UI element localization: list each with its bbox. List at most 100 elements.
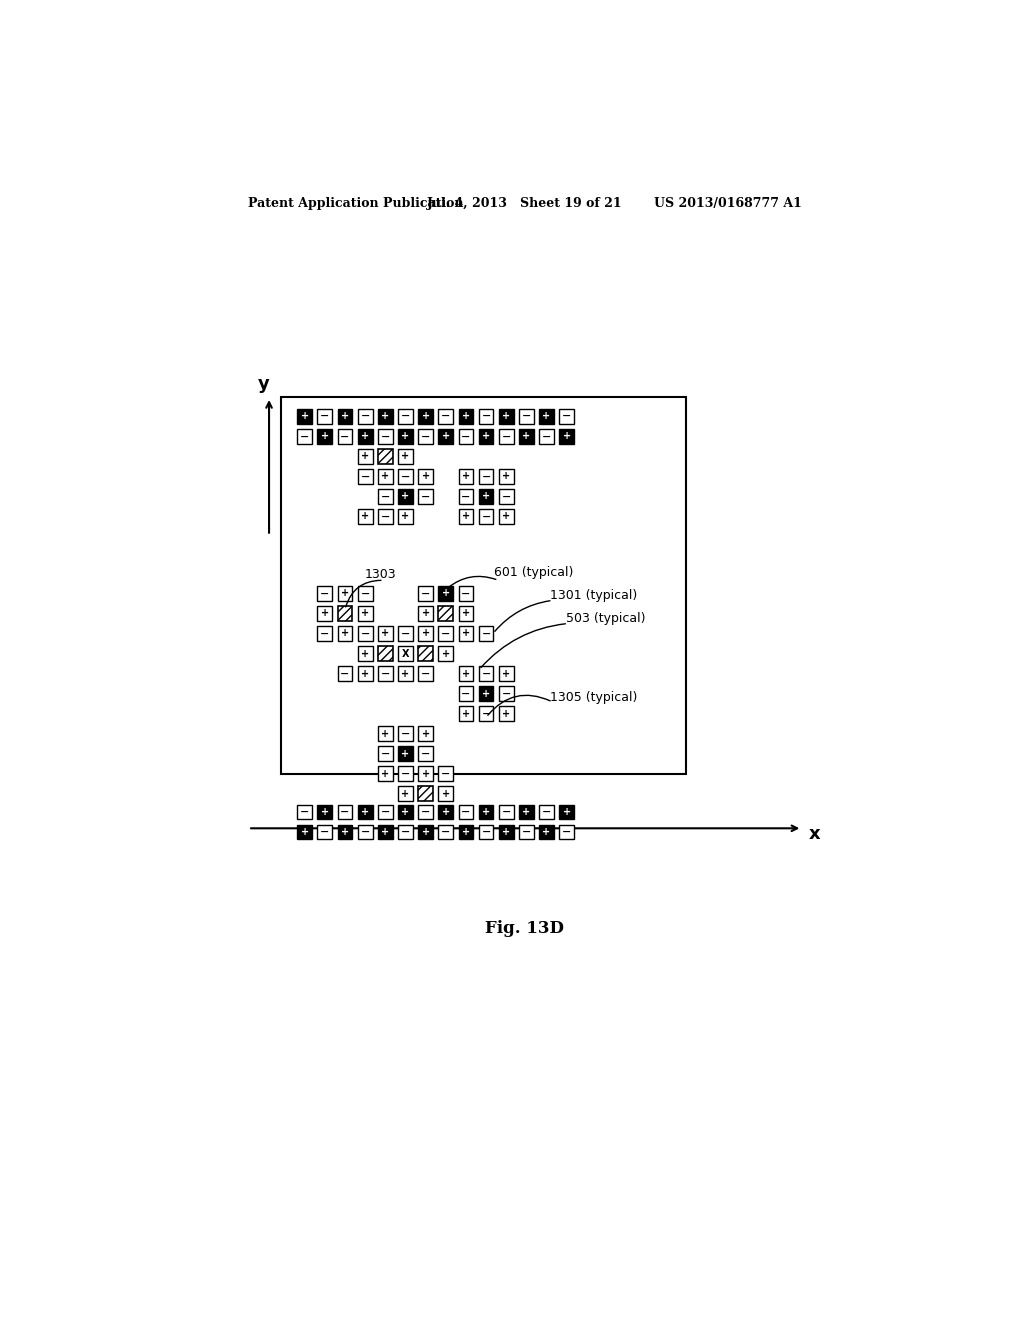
Bar: [398, 626, 413, 640]
Text: −: −: [502, 491, 511, 502]
Text: −: −: [481, 668, 490, 678]
Text: +: +: [522, 432, 530, 441]
Text: −: −: [400, 828, 411, 837]
Text: x: x: [809, 825, 820, 843]
Bar: [499, 825, 514, 840]
Bar: [438, 409, 453, 424]
Text: −: −: [502, 432, 511, 441]
Bar: [499, 706, 514, 721]
Bar: [499, 686, 514, 701]
Bar: [357, 825, 373, 840]
Bar: [459, 667, 473, 681]
Bar: [478, 429, 494, 444]
Bar: [559, 825, 574, 840]
Text: −: −: [521, 412, 531, 421]
Text: −: −: [481, 471, 490, 482]
Text: +: +: [441, 788, 450, 799]
Bar: [559, 805, 574, 820]
Text: +: +: [401, 451, 410, 462]
Bar: [338, 805, 352, 820]
Bar: [398, 825, 413, 840]
Text: +: +: [482, 807, 490, 817]
Bar: [478, 469, 494, 483]
Bar: [398, 469, 413, 483]
Text: +: +: [462, 511, 470, 521]
Text: +: +: [422, 828, 430, 837]
Bar: [357, 510, 373, 524]
Text: −: −: [461, 432, 471, 441]
Bar: [478, 409, 494, 424]
Bar: [317, 626, 332, 640]
Bar: [418, 586, 433, 601]
Bar: [459, 469, 473, 483]
Bar: [378, 667, 392, 681]
Text: −: −: [481, 412, 490, 421]
Text: +: +: [502, 828, 510, 837]
Bar: [317, 825, 332, 840]
Text: +: +: [381, 471, 389, 482]
Bar: [540, 429, 554, 444]
Text: +: +: [441, 432, 450, 441]
Bar: [357, 626, 373, 640]
Text: +: +: [543, 828, 551, 837]
Text: US 2013/0168777 A1: US 2013/0168777 A1: [654, 197, 802, 210]
Bar: [297, 409, 312, 424]
Bar: [357, 409, 373, 424]
Text: −: −: [562, 828, 571, 837]
Bar: [378, 746, 392, 760]
Bar: [478, 686, 494, 701]
Bar: [338, 626, 352, 640]
Text: +: +: [482, 432, 490, 441]
Text: −: −: [502, 807, 511, 817]
Bar: [398, 449, 413, 463]
Text: +: +: [381, 768, 389, 779]
Bar: [378, 805, 392, 820]
Bar: [478, 667, 494, 681]
Bar: [418, 825, 433, 840]
Text: 1303: 1303: [365, 568, 396, 581]
Text: +: +: [462, 668, 470, 678]
Bar: [378, 469, 392, 483]
Bar: [357, 606, 373, 620]
Text: −: −: [321, 589, 330, 598]
Text: −: −: [300, 432, 309, 441]
Text: Jul. 4, 2013   Sheet 19 of 21: Jul. 4, 2013 Sheet 19 of 21: [427, 197, 623, 210]
Text: −: −: [381, 748, 390, 759]
Text: −: −: [400, 471, 411, 482]
Text: −: −: [381, 807, 390, 817]
Bar: [540, 805, 554, 820]
Text: −: −: [400, 768, 411, 779]
Text: −: −: [381, 668, 390, 678]
Text: +: +: [341, 628, 349, 639]
Bar: [478, 825, 494, 840]
Bar: [519, 825, 534, 840]
Text: −: −: [400, 412, 411, 421]
Bar: [540, 825, 554, 840]
Bar: [338, 606, 352, 620]
Text: −: −: [542, 432, 551, 441]
Text: +: +: [562, 432, 570, 441]
Text: −: −: [421, 748, 430, 759]
Text: −: −: [360, 412, 370, 421]
Bar: [378, 490, 392, 504]
Bar: [357, 667, 373, 681]
Text: −: −: [400, 628, 411, 639]
Text: −: −: [340, 807, 349, 817]
Text: −: −: [300, 807, 309, 817]
Text: −: −: [461, 589, 471, 598]
Bar: [438, 767, 453, 781]
Text: +: +: [381, 729, 389, 739]
Bar: [338, 586, 352, 601]
Text: +: +: [502, 412, 510, 421]
Text: +: +: [441, 807, 450, 817]
Bar: [438, 429, 453, 444]
Text: +: +: [341, 412, 349, 421]
Text: 601 (typical): 601 (typical): [494, 566, 573, 579]
Text: +: +: [301, 828, 309, 837]
Bar: [499, 429, 514, 444]
Bar: [357, 805, 373, 820]
Bar: [418, 606, 433, 620]
Text: +: +: [502, 668, 510, 678]
Text: +: +: [401, 807, 410, 817]
Text: +: +: [462, 412, 470, 421]
